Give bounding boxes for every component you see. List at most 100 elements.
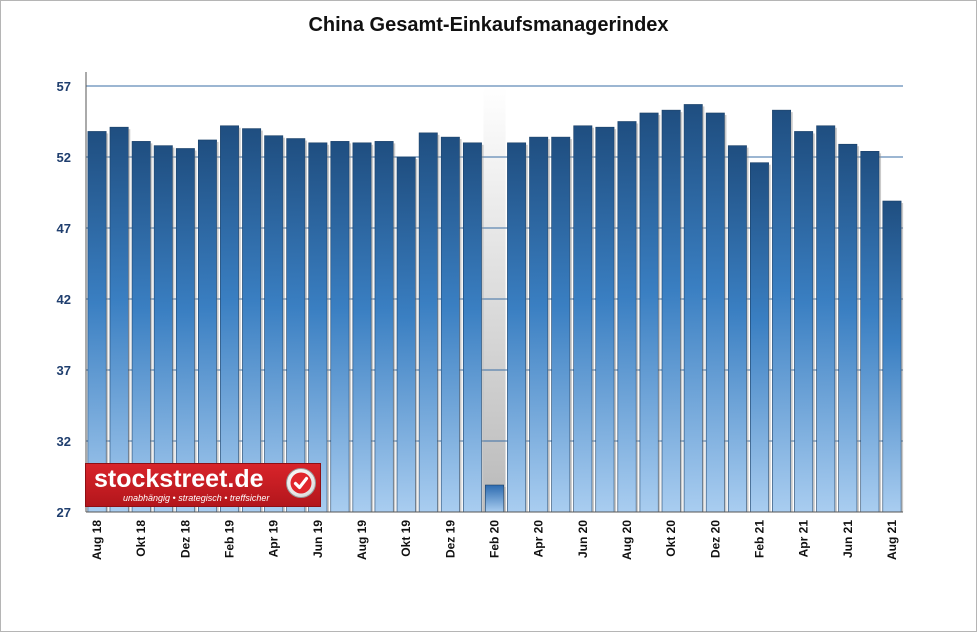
bar-shadow bbox=[194, 150, 197, 513]
bar-shadow bbox=[260, 130, 263, 512]
bar bbox=[87, 131, 107, 513]
y-tick-label: 47 bbox=[57, 221, 71, 236]
bar bbox=[683, 104, 703, 513]
bar-shadow bbox=[304, 140, 307, 513]
bar bbox=[220, 125, 239, 513]
bar-shadow bbox=[371, 144, 374, 513]
bar bbox=[595, 126, 615, 513]
bar-shadow bbox=[216, 141, 219, 512]
bar-shadow bbox=[614, 129, 617, 512]
bar-shadow bbox=[481, 144, 484, 513]
x-tick-label: Okt 19 bbox=[399, 520, 413, 557]
x-tick-label: Apr 19 bbox=[267, 520, 281, 558]
bar bbox=[705, 112, 725, 513]
bar bbox=[485, 484, 504, 513]
bar bbox=[175, 148, 195, 513]
bar-shadow bbox=[768, 164, 771, 512]
bar bbox=[330, 141, 350, 513]
x-tick-label: Jun 20 bbox=[576, 520, 590, 558]
x-tick-label: Dez 20 bbox=[708, 520, 722, 558]
x-tick-labels: Aug 18 Okt 18 Dez 18 Feb 19 Apr 19 Jun 19 Aug … bbox=[90, 520, 899, 560]
x-tick-label: Okt 18 bbox=[134, 520, 148, 557]
bar-shadow bbox=[437, 134, 440, 513]
bar-shadow bbox=[680, 112, 683, 512]
bar-shadow bbox=[172, 147, 175, 512]
logo-name: stockstreet.de bbox=[94, 465, 264, 493]
x-tick-label: Jun 21 bbox=[841, 520, 855, 558]
x-tick-label: Apr 21 bbox=[797, 520, 811, 558]
bar-shadow bbox=[702, 106, 705, 513]
bar bbox=[882, 200, 902, 513]
bar bbox=[727, 145, 747, 513]
checkmark-badge-icon bbox=[286, 468, 316, 498]
bar-shadow bbox=[503, 487, 506, 512]
bar bbox=[462, 142, 482, 513]
bar-shadow bbox=[591, 127, 594, 512]
bar-shadow bbox=[812, 133, 815, 512]
bars bbox=[87, 104, 904, 513]
bar bbox=[418, 132, 438, 513]
x-tick-label: Aug 21 bbox=[885, 520, 899, 560]
bar-shadow bbox=[569, 139, 572, 512]
bar bbox=[617, 121, 637, 513]
y-tick-label: 52 bbox=[57, 150, 71, 165]
y-tick-label: 42 bbox=[57, 292, 71, 307]
bar bbox=[772, 109, 792, 513]
x-tick-label: Dez 18 bbox=[178, 520, 192, 558]
bar bbox=[131, 141, 151, 513]
bar bbox=[551, 136, 571, 513]
bar-shadow bbox=[106, 133, 109, 512]
axes bbox=[85, 72, 903, 513]
x-tick-label: Feb 21 bbox=[752, 520, 766, 558]
bar-shadow bbox=[238, 127, 241, 512]
x-tick-label: Okt 20 bbox=[664, 520, 678, 557]
bar-shadow bbox=[834, 127, 837, 512]
x-tick-label: Apr 20 bbox=[532, 520, 546, 558]
bar-shadow bbox=[415, 159, 418, 512]
x-tick-label: Aug 18 bbox=[90, 520, 104, 560]
y-tick-label: 57 bbox=[57, 79, 71, 94]
bar bbox=[308, 142, 328, 513]
chart-title: China Gesamt-Einkaufsmanagerindex bbox=[308, 14, 669, 36]
bar bbox=[794, 131, 814, 513]
bar-shadow bbox=[790, 112, 793, 512]
y-tick-label: 32 bbox=[57, 434, 71, 449]
x-tick-label: Aug 19 bbox=[355, 520, 369, 560]
bar-shadow bbox=[901, 203, 904, 512]
bar bbox=[242, 128, 262, 513]
bar-shadow bbox=[150, 143, 153, 512]
bar bbox=[440, 136, 460, 513]
x-tick-label: Jun 19 bbox=[311, 520, 325, 558]
bar bbox=[197, 139, 217, 513]
bar-shadow bbox=[349, 143, 352, 512]
y-tick-label: 37 bbox=[57, 363, 71, 378]
y-tick-label: 27 bbox=[57, 505, 71, 520]
x-tick-label: Aug 20 bbox=[620, 520, 634, 560]
bar-shadow bbox=[746, 147, 749, 512]
bar-shadow bbox=[658, 114, 661, 512]
bar bbox=[352, 142, 372, 513]
bar bbox=[661, 109, 681, 513]
bar-shadow bbox=[856, 146, 859, 512]
bar bbox=[750, 162, 769, 513]
bar-shadow bbox=[282, 137, 285, 512]
x-tick-label: Dez 19 bbox=[443, 520, 457, 558]
bar-shadow bbox=[636, 123, 639, 512]
bar bbox=[639, 112, 659, 513]
logo-tagline: unabhängig • strategisch • treffsicher bbox=[123, 493, 270, 503]
bar-shadow bbox=[724, 114, 727, 512]
bar bbox=[374, 141, 394, 513]
bar bbox=[109, 126, 129, 513]
x-tick-label: Feb 20 bbox=[488, 520, 502, 558]
bar bbox=[286, 138, 306, 513]
stockstreet-logo: stockstreet.de unabhängig • strategisch … bbox=[85, 463, 321, 507]
bar-shadow bbox=[879, 153, 882, 512]
x-tick-label: Feb 19 bbox=[223, 520, 237, 558]
bar bbox=[838, 143, 858, 513]
bar-shadow bbox=[525, 144, 528, 513]
bar-shadow bbox=[547, 139, 550, 512]
bar bbox=[860, 151, 880, 513]
bar bbox=[153, 145, 173, 513]
y-tick-labels: 27 32 37 42 47 52 57 bbox=[57, 79, 71, 520]
